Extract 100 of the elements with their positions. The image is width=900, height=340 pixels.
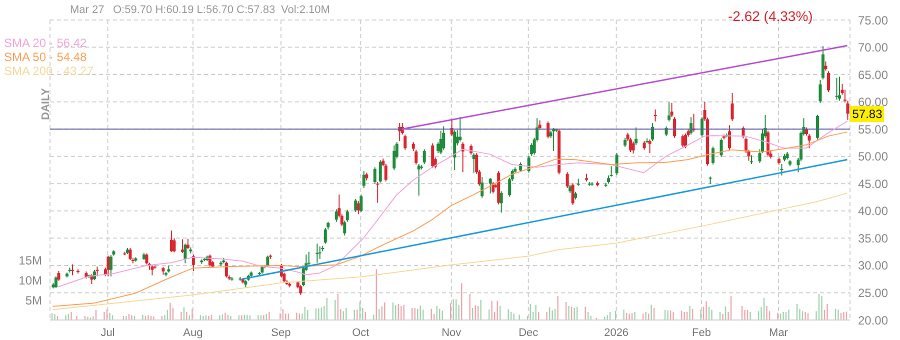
y-tick-label: 20.00	[858, 313, 888, 328]
candlestick	[436, 142, 440, 154]
x-tick-label: Nov	[442, 326, 462, 339]
y-tick-label: 40.00	[858, 204, 888, 218]
y-tick-label: 55.00	[858, 122, 888, 136]
candlestick	[624, 137, 627, 148]
candlestick	[488, 178, 492, 194]
y-tick-label: 45.00	[858, 176, 888, 191]
x-tick-label: Mar	[769, 326, 788, 339]
candlestick	[648, 138, 652, 154]
annotation: DAILY	[40, 88, 52, 120]
candlestick	[343, 220, 346, 236]
candlestick	[378, 160, 382, 184]
candlestick	[538, 120, 542, 130]
candlestick	[700, 116, 704, 138]
text: SMA 200 · 43.27	[4, 64, 94, 78]
candlestick	[838, 76, 841, 102]
candlestick	[780, 164, 784, 176]
candlestick	[417, 164, 420, 196]
candlestick	[458, 116, 462, 142]
candlestick	[376, 182, 380, 204]
line-series	[52, 192, 848, 310]
candlestick	[712, 146, 715, 166]
candlestick	[546, 120, 550, 139]
x-tick-label: Oct	[352, 326, 370, 339]
text: SMA 20 · 56.42	[4, 36, 88, 50]
x-tick-label: Feb	[692, 326, 712, 339]
candlestick	[673, 116, 676, 138]
candlestick	[404, 134, 407, 150]
candlestick	[720, 138, 723, 158]
x-tick-label: Sep	[271, 326, 291, 339]
y-tick-label: 75.00	[858, 13, 888, 28]
y2-tick-label: 5M	[25, 293, 42, 308]
y-tick-label: 50.00	[858, 150, 888, 164]
candlestick	[54, 276, 58, 288]
candlestick	[821, 46, 824, 80]
candlestick	[96, 266, 99, 277]
candlestick	[150, 264, 154, 276]
y-tick-label: 65.00	[858, 68, 888, 82]
candlestick	[128, 248, 132, 260]
candlestick	[824, 60, 828, 72]
candlestick	[57, 270, 60, 282]
candlestick	[186, 238, 190, 250]
candlestick	[615, 152, 618, 176]
candlestick	[826, 70, 830, 92]
x-tick-label: Jul	[100, 326, 115, 339]
candlestick	[576, 178, 580, 186]
y2-tick-label: 10M	[18, 273, 42, 288]
candlestick	[629, 137, 632, 152]
text: O:59.70 H:60.19 L:56.70 C:57.83	[113, 4, 276, 16]
x-tick-label: Aug	[183, 326, 203, 339]
candlestick	[184, 243, 187, 264]
candlestick	[392, 144, 396, 170]
candlestick	[346, 209, 349, 222]
candlestick	[316, 243, 319, 264]
candlestick	[816, 114, 819, 140]
candlestick	[552, 128, 556, 152]
candlestick	[192, 254, 195, 272]
x-tick-label: Dec	[518, 326, 539, 339]
candlestick	[571, 182, 574, 206]
candlestick	[566, 172, 569, 188]
line-series	[52, 131, 848, 307]
candlestick	[632, 141, 635, 154]
candlestick	[690, 116, 693, 136]
candlestick	[818, 80, 822, 104]
candlestick	[299, 284, 302, 296]
annotation: -2.62 (4.33%)	[728, 8, 813, 24]
line-series	[58, 120, 848, 288]
y-tick-label: 70.00	[858, 40, 888, 55]
candlestick	[354, 198, 358, 212]
x-tick-label: 2026	[604, 326, 629, 339]
candlestick	[492, 182, 495, 194]
candlestick	[480, 176, 484, 198]
candlestick	[431, 142, 434, 168]
candlestick	[634, 126, 638, 146]
candlestick	[442, 126, 446, 150]
candlestick	[362, 170, 366, 188]
candlestick	[70, 264, 74, 276]
candlestick	[106, 255, 110, 277]
y2-tick-label: 15M	[18, 253, 42, 268]
text: SMA 50 · 54.48	[4, 50, 88, 64]
candlestick	[730, 92, 734, 122]
text: Mar 27	[70, 4, 104, 16]
candlestick	[654, 108, 657, 122]
candlestick	[360, 194, 363, 212]
candlestick	[180, 238, 184, 254]
candlestick	[500, 190, 503, 214]
annotation: 57.83	[850, 106, 884, 122]
candlestick	[684, 132, 688, 149]
candlestick	[422, 148, 426, 164]
candlestick	[728, 124, 732, 150]
candlestick	[651, 122, 654, 142]
text: Vol:2.10M	[281, 4, 330, 16]
candlestick	[766, 130, 770, 157]
candlestick	[670, 102, 674, 118]
candlestick	[266, 255, 270, 268]
candlestick	[224, 261, 228, 278]
candlestick	[835, 77, 838, 100]
candlestick	[668, 102, 671, 122]
y-tick-label: 25.00	[858, 286, 888, 300]
